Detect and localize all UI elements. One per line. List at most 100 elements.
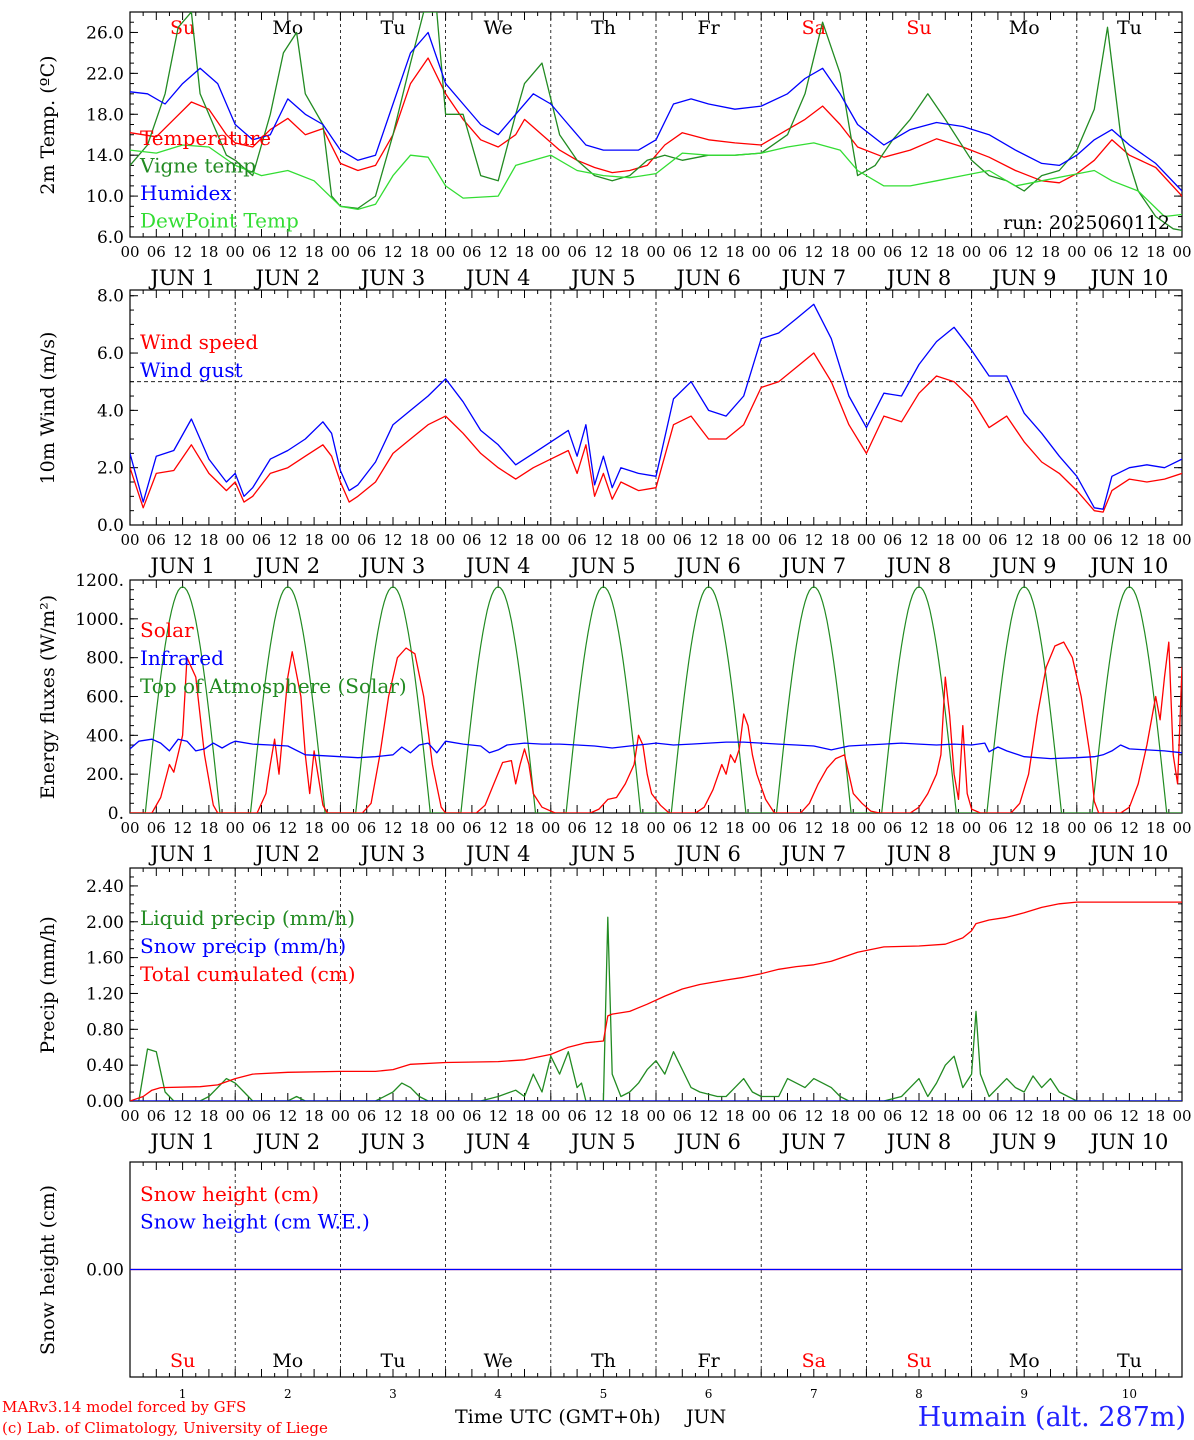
weekday-label: Su	[170, 17, 195, 39]
x-axis-title: Time UTC (GMT+0h)	[455, 1406, 661, 1428]
hour-tick-label: 18	[305, 531, 324, 549]
hour-tick-label: 18	[410, 531, 429, 549]
hour-tick-label: 00	[331, 819, 350, 837]
weekday-label: Su	[906, 17, 931, 39]
y-axis-title: 2m Temp. (ºC)	[37, 55, 59, 194]
hour-tick-label: 12	[909, 1107, 928, 1125]
y-tick-label: 400.	[86, 726, 124, 746]
date-label: JUN 5	[569, 266, 636, 290]
date-label: JUN 8	[885, 1130, 952, 1154]
legend-entry: Snow height (cm)	[140, 1182, 319, 1206]
date-label: JUN 4	[464, 1130, 531, 1154]
date-label: JUN 1	[148, 1130, 215, 1154]
series-humidex	[130, 31, 1182, 192]
hour-tick-label: 18	[305, 819, 324, 837]
hour-tick-label: 00	[857, 243, 876, 261]
series-dewpoint-temp	[130, 142, 1182, 218]
y-tick-label: 18.0	[86, 105, 124, 125]
hour-tick-label: 12	[804, 531, 823, 549]
hour-tick-label: 18	[936, 1107, 955, 1125]
hour-tick-label: 06	[1094, 819, 1113, 837]
weekday-label: Sa	[802, 1350, 826, 1372]
weekday-label: Mo	[272, 1350, 303, 1372]
series-vigne-temp	[130, 12, 1182, 232]
hour-tick-label: 12	[489, 243, 508, 261]
date-label: JUN 1	[148, 842, 215, 866]
legend-entry: Solar	[140, 618, 194, 642]
weekday-label: We	[484, 17, 513, 39]
weekday-label: Th	[591, 17, 616, 39]
hour-tick-label: 18	[515, 531, 534, 549]
legend-entry: Top of Atmosphere (Solar)	[140, 674, 407, 698]
date-label: JUN 6	[674, 266, 741, 290]
hour-tick-label: 18	[199, 531, 218, 549]
y-tick-label: 1.60	[86, 949, 124, 969]
hour-tick-label: 06	[357, 243, 376, 261]
weekday-label: Su	[906, 1350, 931, 1372]
hour-tick-label: 06	[988, 531, 1007, 549]
legend-entry: Wind speed	[140, 330, 258, 354]
hour-tick-label: 00	[646, 531, 665, 549]
hour-tick-label: 12	[278, 531, 297, 549]
hour-tick-label: 12	[1120, 243, 1139, 261]
legend-entry: Humidex	[140, 181, 232, 205]
weekday-label: Tu	[1117, 17, 1142, 39]
hour-tick-label: 12	[173, 243, 192, 261]
weekday-label: Tu	[381, 1350, 406, 1372]
y-tick-label: 0.40	[86, 1056, 124, 1076]
hour-tick-label: 00	[962, 1107, 981, 1125]
date-label: JUN 2	[254, 842, 321, 866]
hour-tick-label: 00	[1172, 243, 1191, 261]
hour-tick-label: 12	[804, 243, 823, 261]
hour-tick-label: 06	[357, 531, 376, 549]
series-group	[130, 12, 1182, 232]
hour-tick-label: 12	[173, 1107, 192, 1125]
date-label: JUN 5	[569, 1130, 636, 1154]
hour-tick-label: 18	[1146, 243, 1165, 261]
hour-tick-label: 12	[173, 819, 192, 837]
y-tick-label: 2.00	[86, 913, 124, 933]
legend-entry: DewPoint Temp	[140, 209, 299, 233]
hour-tick-label: 12	[278, 1107, 297, 1125]
hour-tick-label: 12	[1120, 1107, 1139, 1125]
day-number: 8	[915, 1387, 923, 1401]
hour-tick-label: 00	[962, 531, 981, 549]
hour-tick-label: 12	[383, 1107, 402, 1125]
y-axis-title: 10m Wind (m/s)	[37, 332, 59, 485]
hour-tick-label: 00	[226, 243, 245, 261]
hour-tick-label: 00	[226, 1107, 245, 1125]
date-label: JUN 7	[780, 842, 847, 866]
legend-entry: Wind gust	[140, 358, 243, 382]
day-number: 2	[284, 1387, 292, 1401]
hour-tick-label: 00	[752, 531, 771, 549]
date-label: JUN 9	[990, 554, 1057, 578]
hour-tick-label: 12	[278, 243, 297, 261]
lab-credit: (c) Lab. of Climatology, University of L…	[2, 1419, 328, 1437]
hour-tick-label: 18	[305, 243, 324, 261]
weekday-label: Mo	[1009, 1350, 1040, 1372]
hour-tick-label: 00	[1067, 819, 1086, 837]
hour-tick-label: 12	[1015, 819, 1034, 837]
weekday-label: Mo	[1009, 17, 1040, 39]
hour-tick-label: 12	[594, 243, 613, 261]
hour-tick-label: 06	[778, 243, 797, 261]
hour-tick-label: 18	[1041, 243, 1060, 261]
hour-tick-label: 00	[436, 531, 455, 549]
hour-tick-label: 18	[1041, 531, 1060, 549]
y-tick-label: 22.0	[86, 64, 124, 84]
hour-tick-label: 06	[147, 1107, 166, 1125]
hour-tick-label: 00	[120, 243, 139, 261]
date-label: JUN 3	[359, 842, 426, 866]
hour-tick-label: 18	[1146, 531, 1165, 549]
panel-temperature: 6.0 10.0 14.0 18.0 22.0 26.0 2m Temp. (ºC) 00 06…	[37, 11, 1192, 290]
hour-tick-label: 12	[909, 243, 928, 261]
y-tick-label: 4.0	[97, 401, 124, 421]
hour-tick-label: 00	[120, 819, 139, 837]
hour-tick-label: 18	[199, 819, 218, 837]
hour-tick-label: 12	[804, 819, 823, 837]
date-label: JUN 10	[1088, 842, 1168, 866]
hour-tick-label: 00	[1172, 531, 1191, 549]
hour-tick-label: 00	[541, 243, 560, 261]
hour-tick-label: 00	[120, 531, 139, 549]
date-label: JUN 6	[674, 842, 741, 866]
